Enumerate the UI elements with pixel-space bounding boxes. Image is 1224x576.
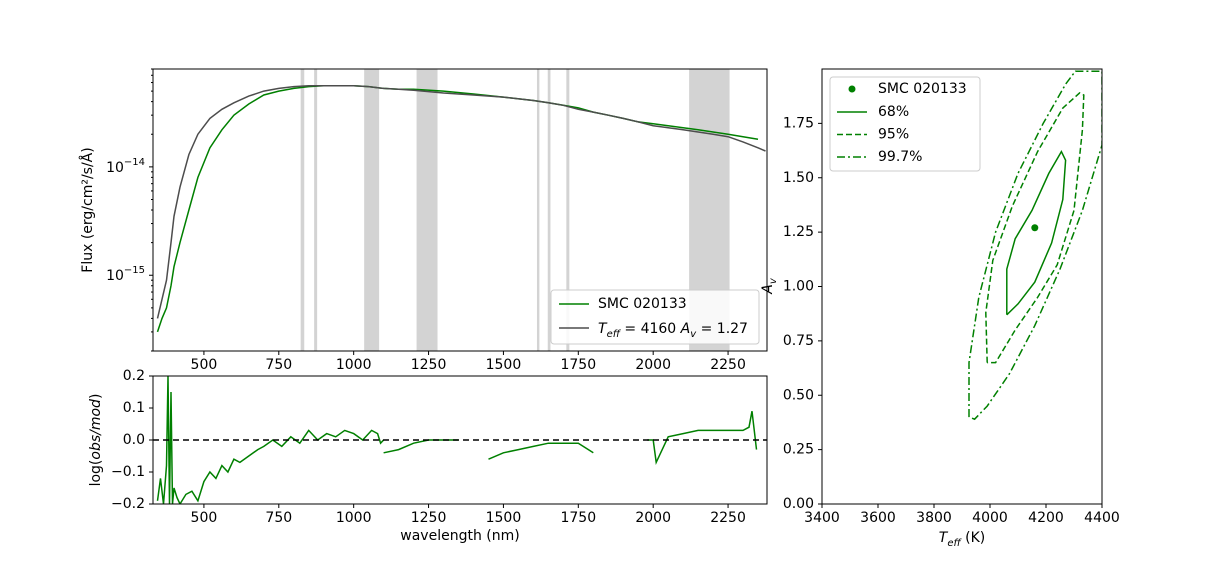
y-tick-label: −0.1 (111, 464, 145, 480)
masked-band (536, 69, 540, 351)
x-tick-label: 2250 (710, 510, 746, 526)
legend-label-dashed: 95% (878, 127, 909, 143)
y-axis-label-part: mod (88, 399, 104, 430)
y-axis-label-part: log( (88, 460, 104, 487)
y-tick-label: 1.50 (783, 170, 814, 186)
legend-box (550, 289, 760, 345)
y-tick-label: 0.50 (783, 387, 814, 403)
masked-band (300, 69, 305, 351)
legend-label-best-fit: SMC 020133 (878, 81, 967, 97)
x-tick-label: 750 (265, 357, 292, 373)
y-tick-label: 0.0 (123, 432, 145, 448)
masked-band (547, 69, 551, 351)
x-tick-label: 4200 (1028, 510, 1064, 526)
y-tick-label: 1.75 (783, 115, 814, 131)
y-axis-label-part: v (768, 277, 779, 284)
y-tick-exponent: −14 (124, 157, 145, 168)
x-tick-label: 750 (265, 510, 292, 526)
y-tick-label: 10−15 (106, 265, 145, 284)
x-axis-label: wavelength (nm) (400, 528, 519, 544)
y-tick-label: 0.2 (123, 368, 145, 384)
x-axis-label-part: eff (947, 538, 962, 549)
x-tick-label: 1250 (411, 510, 447, 526)
contour-68pct (1006, 149, 1067, 316)
x-tick-label: 2000 (635, 510, 671, 526)
y-tick-label: −0.2 (111, 496, 145, 512)
x-tick-label: 2000 (635, 357, 671, 373)
x-tick-label: 1500 (486, 510, 522, 526)
contour-panel: 3400 3600 3800 4000 4200 4400 0.00 0.25 0.50 0.75… (760, 68, 1120, 549)
x-tick-label: 3800 (916, 510, 952, 526)
spectrum-lines (156, 85, 766, 333)
residual-line (156, 376, 385, 504)
y-axis-label-part: / (88, 429, 104, 437)
x-axis-label: Teff (K) (939, 530, 986, 549)
spectrum-panel: 500 750 1000 1250 1500 1750 2000 225010−1510−14… (79, 68, 768, 373)
y-axis-label-part: ) (88, 394, 104, 399)
x-axis-label-part: (K) (961, 530, 986, 546)
masked-band (566, 69, 570, 351)
legend-label-part: v (690, 329, 697, 340)
legend-label-observed: SMC 020133 (598, 296, 687, 312)
x-tick-label: 500 (191, 357, 218, 373)
x-tick-label: 2250 (710, 357, 746, 373)
x-tick-label: 1500 (486, 357, 522, 373)
x-tick-label: 4000 (972, 510, 1008, 526)
legend-label-solid: 68% (878, 104, 909, 120)
x-tick-label: 1750 (560, 357, 596, 373)
contour-lines (968, 70, 1102, 421)
x-tick-label: 1000 (336, 357, 372, 373)
x-tick-label: 3600 (860, 510, 896, 526)
x-tick-label: 500 (191, 510, 218, 526)
x-tick-label: 1750 (560, 510, 596, 526)
y-axis-label: Av (760, 277, 779, 295)
masked-band (364, 69, 380, 351)
legend-label-dashdot: 99.7% (878, 149, 922, 165)
y-tick-label: 1.25 (783, 224, 814, 240)
y-tick-label: 0.25 (783, 442, 814, 458)
x-tick-label: 1250 (411, 357, 447, 373)
residuals-panel: 500 750 1000 1250 1500 1750 2000 2250 −0.2 −0.1 0.… (88, 368, 768, 544)
y-tick-base: 10 (106, 160, 124, 176)
y-axis-label-part: A (760, 284, 776, 295)
legend-label-part: A (680, 321, 691, 337)
y-tick-base: 10 (106, 268, 124, 284)
contour-95pct (985, 91, 1085, 364)
x-axis-label-part: T (939, 530, 949, 546)
best-fit-point (1031, 224, 1039, 232)
legend-label-part: T (598, 321, 608, 337)
legend-label-model: Teff = 4160 Av = 1.27 (598, 321, 748, 340)
legend-swatch-best-fit (848, 85, 856, 93)
legend-box (829, 76, 981, 172)
model-spectrum-line (156, 85, 766, 319)
y-axis-label: Flux (erg/cm²/s/Å) (79, 147, 96, 272)
legend-label-part: = 1.27 (696, 321, 748, 337)
y-tick-label: 0.00 (783, 496, 814, 512)
y-tick-exponent: −15 (124, 265, 145, 276)
legend-label-part: eff (607, 329, 622, 340)
x-tick-label: 1000 (336, 510, 372, 526)
legend-label-part: = 4160 (620, 321, 681, 337)
y-axis-label: log(obs/mod) (88, 394, 104, 487)
residual-line (488, 442, 594, 460)
contour-99-7pct (968, 70, 1102, 421)
masked-band (314, 69, 318, 351)
y-tick-label: 0.1 (123, 400, 145, 416)
masked-band (416, 69, 438, 351)
x-tick-label: 3400 (804, 510, 840, 526)
y-axis-label-part: obs (88, 435, 104, 460)
x-tick-label: 4400 (1084, 510, 1120, 526)
y-tick-label: 10−14 (106, 157, 145, 176)
y-tick-label: 0.75 (783, 333, 814, 349)
y-tick-label: 1.00 (783, 279, 814, 295)
residual-line (647, 411, 758, 466)
